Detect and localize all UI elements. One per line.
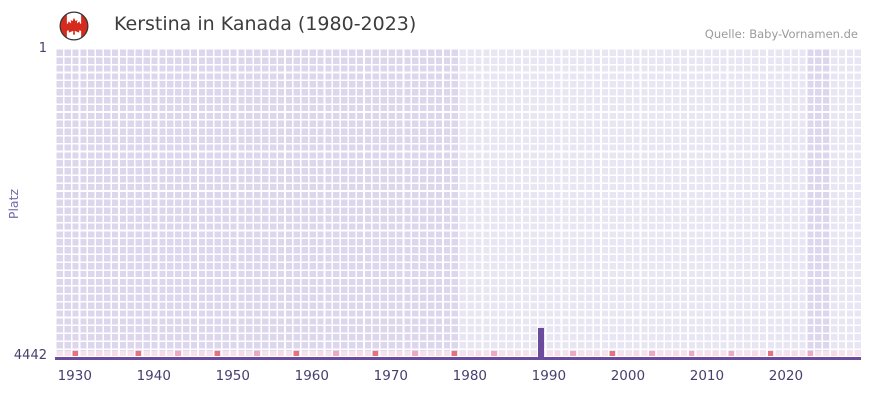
plot-area	[55, 48, 861, 360]
x-axis: 1930 1940 1950 1960 1970 1980 1990 2000 2010 2020	[55, 366, 861, 386]
x-tick-label: 1960	[294, 368, 329, 384]
x-tick-label: 1990	[531, 368, 567, 384]
x-tick-label: 1970	[373, 368, 409, 384]
source-credit: Quelle: Baby-Vornamen.de	[704, 27, 858, 41]
x-tick-label: 2010	[689, 368, 725, 384]
x-tick-label: 1950	[215, 368, 250, 384]
x-tick-label: 1940	[136, 368, 171, 384]
chart-title: Kerstina in Kanada (1980-2023)	[114, 13, 417, 35]
x-tick-label: 2020	[768, 368, 804, 384]
x-tick-label: 1930	[57, 368, 92, 384]
x-tick-label: 1980	[452, 368, 488, 384]
y-tick-label-top: 1	[38, 41, 47, 56]
y-tick-label-bottom: 4442	[13, 348, 47, 363]
x-tick-label: 2000	[610, 368, 646, 384]
y-axis-title: Platz	[6, 188, 21, 220]
rank-bar[interactable]	[537, 328, 545, 360]
bar-layer	[55, 48, 861, 360]
x-axis-line	[55, 357, 861, 360]
canada-flag-icon	[59, 11, 89, 41]
